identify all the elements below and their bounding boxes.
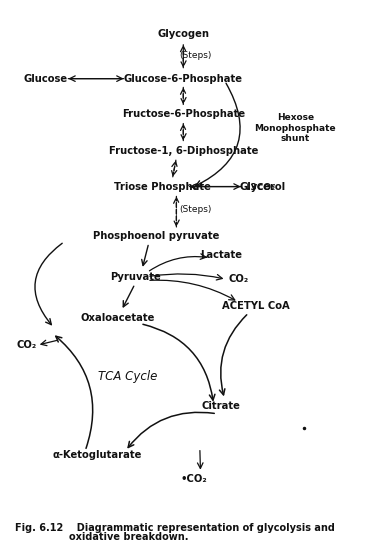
Text: Fig. 6.12    Diagrammatic representation of glycolysis and: Fig. 6.12 Diagrammatic representation of… <box>15 523 334 533</box>
Text: Glycerol: Glycerol <box>240 181 286 192</box>
Text: (Steps): (Steps) <box>179 205 212 214</box>
Text: Fructose-6-Phosphate: Fructose-6-Phosphate <box>122 109 245 119</box>
Text: TCA Cycle: TCA Cycle <box>98 370 158 383</box>
Text: (Steps): (Steps) <box>179 51 212 60</box>
Text: ↓3CO₂: ↓3CO₂ <box>243 183 276 192</box>
Text: CO₂: CO₂ <box>17 340 37 350</box>
Text: oxidative breakdown.: oxidative breakdown. <box>15 532 188 543</box>
Text: Triose Phosphate: Triose Phosphate <box>114 181 211 192</box>
Text: α-Ketoglutarate: α-Ketoglutarate <box>53 450 142 460</box>
Text: Fructose-1, 6-Diphosphate: Fructose-1, 6-Diphosphate <box>109 146 258 156</box>
Text: Phosphoenol pyruvate: Phosphoenol pyruvate <box>93 231 219 241</box>
Text: Oxaloacetate: Oxaloacetate <box>81 313 155 323</box>
Text: ACETYL CoA: ACETYL CoA <box>222 301 290 311</box>
Text: Glucose-6-Phosphate: Glucose-6-Phosphate <box>124 73 243 84</box>
Text: Pyruvate: Pyruvate <box>110 272 161 282</box>
Text: CO₂: CO₂ <box>228 275 248 284</box>
Text: Lactate: Lactate <box>200 250 242 260</box>
Text: Glucose: Glucose <box>23 73 68 84</box>
Text: Glycogen: Glycogen <box>157 29 209 39</box>
Text: Citrate: Citrate <box>202 401 241 411</box>
Text: Hexose
Monophosphate
shunt: Hexose Monophosphate shunt <box>255 113 336 143</box>
Text: •CO₂: •CO₂ <box>180 474 207 484</box>
